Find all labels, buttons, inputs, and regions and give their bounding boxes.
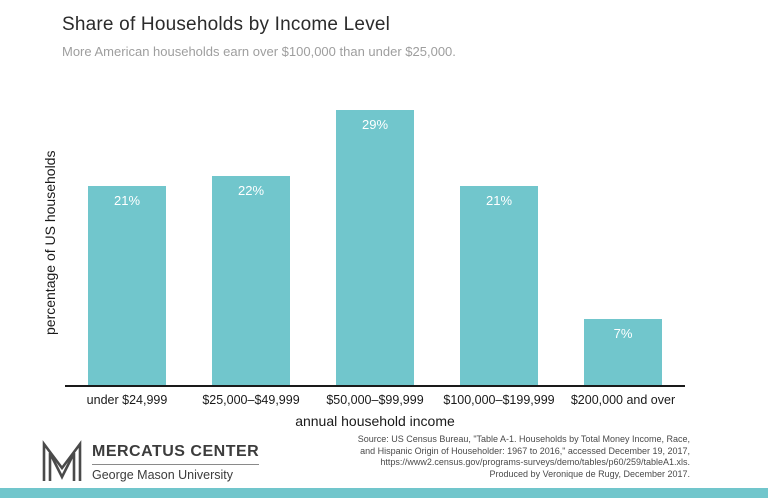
source-line: Source: US Census Bureau, "Table A-1. Ho… [357, 434, 690, 444]
bar-value-label: 22% [237, 183, 265, 198]
footer: MERCATUS CENTER George Mason University … [40, 434, 690, 484]
bar-value-label: 29% [361, 116, 389, 132]
source-text: Source: US Census Bureau, "Table A-1. Ho… [358, 434, 690, 480]
x-tick-label: $200,000 and over [570, 393, 676, 407]
logo-text: MERCATUS CENTER George Mason University [92, 443, 260, 482]
x-tick-label: $100,000–$199,999 [443, 393, 555, 407]
plot-area: 21% 22% 29% 21% 7% [65, 100, 685, 387]
x-tick-labels: under $24,999 $25,000–$49,999 $50,000–$99,… [65, 393, 685, 407]
bar-value-label: 7% [613, 325, 633, 341]
x-tick-label: $25,000–$49,999 [202, 393, 300, 407]
bar-4: 7% [584, 318, 662, 385]
source-line: https://www2.census.gov/programs-surveys… [380, 457, 690, 467]
chart-subtitle: More American households earn over $100,… [62, 44, 456, 59]
bar-slot: 7% [561, 100, 685, 385]
bar-2: 29% [336, 109, 414, 385]
x-axis-label: annual household income [295, 413, 455, 429]
bars-container: 21% 22% 29% 21% 7% [65, 100, 685, 385]
logo-subtitle: George Mason University [92, 467, 234, 482]
chart-title: Share of Households by Income Level [62, 14, 391, 35]
source-line: Produced by Veronique de Rugy, December … [489, 468, 690, 479]
mercatus-logo: MERCATUS CENTER George Mason University [40, 440, 260, 484]
source-line: and Hispanic Origin of Householder: 1967… [360, 445, 690, 456]
bar-slot: 21% [437, 100, 561, 385]
bar-value-label: 21% [113, 192, 141, 208]
x-tick-label: $50,000–$99,999 [326, 393, 424, 407]
bar-slot: 29% [313, 100, 437, 385]
bar-value-label: 21% [485, 192, 513, 208]
x-tick-label: under $24,999 [86, 393, 168, 407]
chart-header: Share of Households by Income Level More… [62, 14, 456, 59]
mercatus-m-icon [42, 440, 82, 481]
bar-0: 21% [88, 185, 166, 385]
logo-title: MERCATUS CENTER [92, 443, 260, 465]
bar-slot: 21% [65, 100, 189, 385]
bar-1: 22% [212, 176, 290, 385]
y-axis-label: percentage of US households [42, 150, 58, 335]
bar-slot: 22% [189, 100, 313, 385]
bottom-accent-strip [0, 488, 768, 498]
bar-3: 21% [460, 185, 538, 385]
